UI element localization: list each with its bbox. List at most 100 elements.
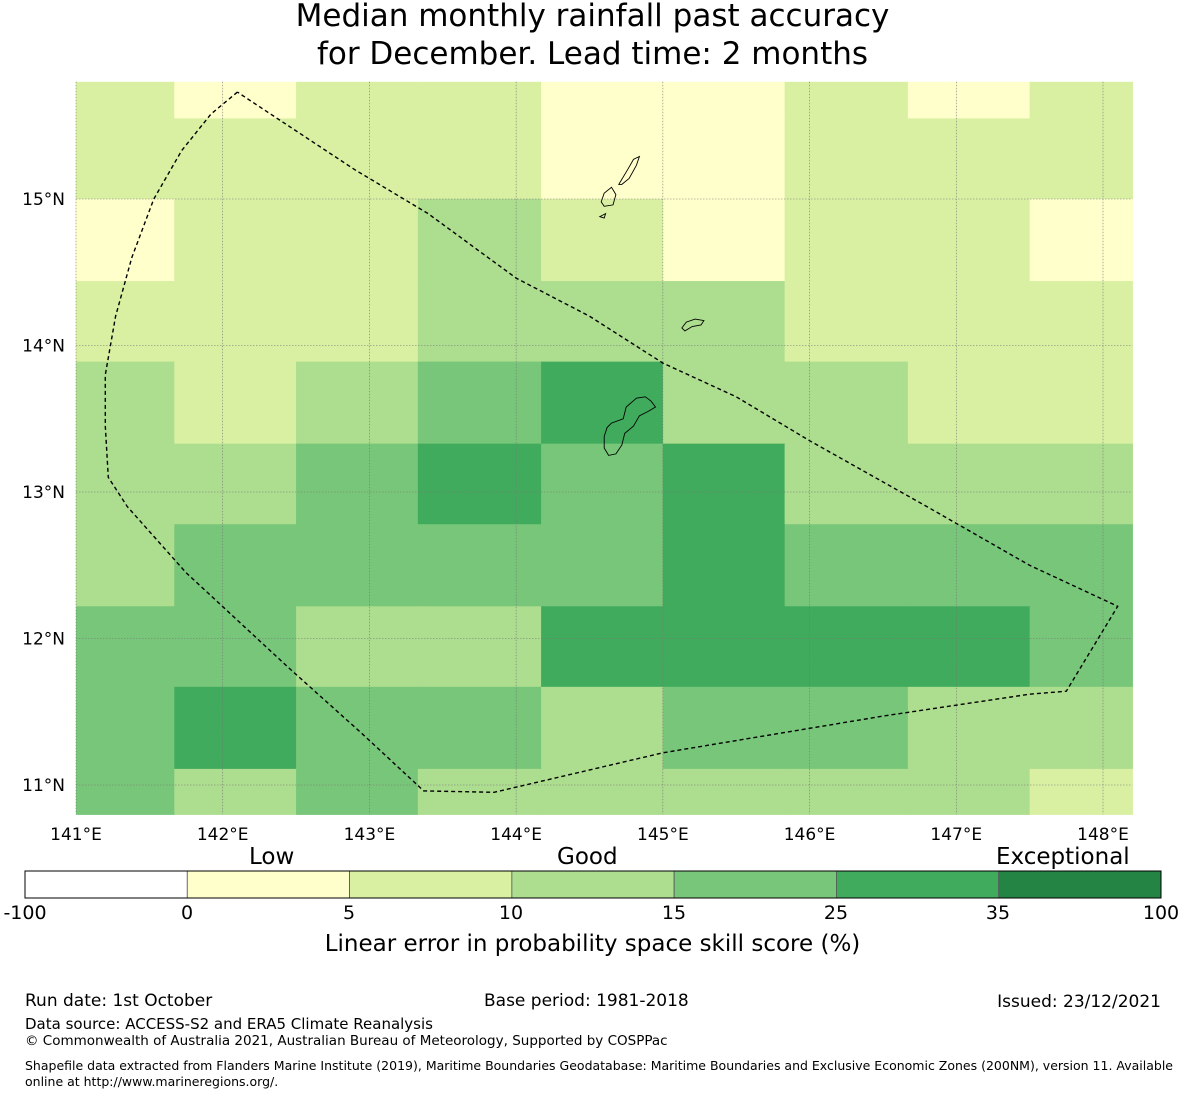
grid-cell [296, 281, 419, 363]
grid-cell [417, 199, 542, 282]
grid-cell [662, 606, 786, 688]
colorbar-tick: 15 [661, 902, 687, 924]
grid-cell [662, 118, 786, 200]
longitude-label: 142°E [197, 825, 249, 845]
grid-cell [1029, 524, 1133, 607]
island-outline [681, 318, 705, 332]
colorbar-tick: 0 [180, 902, 194, 924]
grid-cell [174, 686, 297, 770]
title-line-2: for December. Lead time: 2 months [316, 36, 869, 72]
colorbar-segment [511, 870, 675, 899]
grid-cell [662, 361, 786, 445]
colorbar-tick: 5 [342, 902, 356, 924]
latitude-label: 12°N [22, 630, 65, 650]
longitude-label: 145°E [637, 825, 689, 845]
colorbar-segment [998, 870, 1162, 899]
base-period: Base period: 1981-2018 [484, 991, 689, 1011]
grid-cell [541, 686, 664, 770]
eez-boundary-outline [104, 91, 1119, 794]
grid-cell [174, 606, 297, 688]
grid-cell [784, 361, 909, 445]
grid-cell [76, 81, 175, 120]
grid-cell [784, 281, 909, 363]
longitude-labels: 141°E 142°E 143°E 144°E 145°E 146°E 147°E 148°E [50, 825, 1129, 845]
grid-cell [76, 118, 175, 200]
grid-cell [174, 361, 297, 445]
grid-cell [76, 199, 175, 282]
longitude-label: 141°E [50, 825, 102, 845]
grid-cell [417, 361, 542, 445]
grid-cell [1029, 81, 1133, 120]
grid-cell [907, 118, 1031, 200]
grid-cell [174, 281, 297, 363]
latitude-label: 13°N [22, 483, 65, 503]
grid-cell [662, 686, 786, 770]
colorbar-tick: -100 [3, 902, 47, 924]
grid-cell [784, 524, 909, 607]
grid-cell [296, 199, 419, 282]
grid-cell [784, 768, 909, 815]
colorbar-frame [24, 870, 1162, 899]
grid-cell [1029, 443, 1133, 525]
map-title: Median monthly rainfall past accuracy fo… [0, 0, 1185, 73]
island-outline [603, 396, 657, 456]
grid-cell [1029, 686, 1133, 770]
island-outline [598, 212, 607, 219]
grid-cell [76, 361, 175, 445]
grid-cell [907, 81, 1031, 120]
colorbar-title: Linear error in probability space skill … [324, 931, 861, 957]
grid-cell [76, 606, 175, 688]
grid-cell [907, 768, 1031, 815]
data-source: Data source: ACCESS-S2 and ERA5 Climate … [25, 1015, 433, 1033]
grid-cell [662, 524, 786, 607]
colorbar-tick: 35 [985, 902, 1011, 924]
grid-cell [417, 81, 542, 120]
colorbar-segment [186, 870, 350, 899]
grid-cell [1029, 118, 1133, 200]
grid-cell [662, 81, 786, 120]
colorbar-label-low: Low [249, 844, 295, 870]
run-date: Run date: 1st October [25, 991, 213, 1011]
grid-cell [907, 686, 1031, 770]
grid-cell [784, 686, 909, 770]
grid-cell [541, 199, 664, 282]
shapefile-credit: Shapefile data extracted from Flanders M… [25, 1058, 1173, 1089]
colorbar-segment [836, 870, 1000, 899]
grid-cell [296, 768, 419, 815]
grid-cell [907, 281, 1031, 363]
colorbar-segment [673, 870, 837, 899]
grid-cell [174, 443, 297, 525]
grid-cell [907, 361, 1031, 445]
longitude-label: 146°E [784, 825, 836, 845]
grid-cell [784, 606, 909, 688]
latitude-label: 14°N [22, 337, 65, 357]
graticule [75, 81, 1133, 815]
grid-cell [76, 768, 175, 815]
colorbar-segment [349, 870, 513, 899]
latitude-label: 15°N [22, 190, 65, 210]
colorbar-tick: 25 [823, 902, 849, 924]
grid-cell [541, 361, 664, 445]
grid-cell [296, 686, 419, 770]
longitude-label: 148°E [1077, 825, 1129, 845]
grid-cell [784, 118, 909, 200]
issued-date: Issued: 23/12/2021 [997, 992, 1161, 1012]
grid-cell [174, 199, 297, 282]
grid-cell [662, 443, 786, 525]
island-outline [600, 186, 617, 207]
grid-cell [907, 524, 1031, 607]
colorbar-segment [24, 870, 188, 899]
grid-cell [296, 81, 419, 120]
copyright-notice: © Commonwealth of Australia 2021, Austra… [25, 1033, 668, 1049]
grid-cell [76, 443, 175, 525]
colorbar-label-exceptional: Exceptional [996, 844, 1130, 870]
grid-cell [1029, 199, 1133, 282]
grid-cell [1029, 768, 1133, 815]
island-outline [618, 155, 641, 185]
latitude-labels: 15°N 14°N 13°N 12°N 11°N [22, 190, 65, 796]
grid-cell [541, 443, 664, 525]
grid-cell [417, 443, 542, 525]
grid-cell [541, 768, 664, 815]
grid-cell [1029, 281, 1133, 363]
